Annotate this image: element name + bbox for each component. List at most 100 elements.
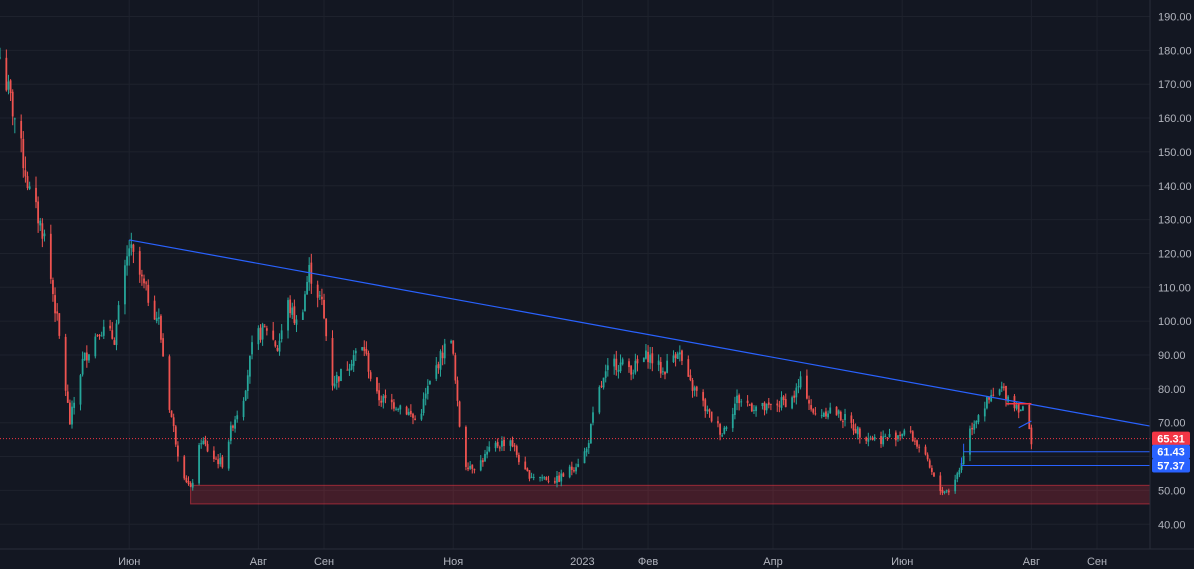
- price-axis: 40.0050.0060.0070.0080.0090.00100.00110.…: [1158, 12, 1192, 532]
- candle-body: [39, 220, 42, 226]
- candle-body: [37, 201, 40, 224]
- candle-body: [183, 456, 186, 479]
- candle-body: [390, 399, 393, 403]
- candle-body: [541, 477, 544, 479]
- candle-body: [613, 358, 616, 367]
- candle-body: [458, 401, 461, 427]
- candle-body: [532, 477, 535, 479]
- candle-body: [382, 396, 385, 403]
- time-tick-label: Сен: [1087, 556, 1107, 568]
- candle-body: [200, 443, 203, 445]
- candle-body: [704, 399, 707, 412]
- candle-body: [1028, 404, 1031, 429]
- grid-lines: [0, 0, 1150, 549]
- candle-body: [810, 405, 813, 410]
- candle-body: [733, 403, 736, 416]
- candle-body: [153, 300, 156, 320]
- candle-body: [452, 340, 455, 354]
- candle-body: [306, 281, 308, 295]
- candle-body: [916, 440, 918, 447]
- candle-body: [187, 481, 190, 484]
- candle-body: [943, 491, 946, 494]
- candle-body: [621, 359, 624, 365]
- candle-body: [651, 353, 654, 364]
- candle-body: [399, 405, 402, 410]
- candle-body: [867, 438, 870, 442]
- candle-body: [808, 400, 810, 404]
- candle-body: [52, 280, 54, 295]
- candle-body: [717, 421, 719, 424]
- candle-body: [975, 420, 978, 424]
- candle-body: [617, 369, 620, 373]
- time-axis: Июн Авг Сен Ноя 2023 Фев Апр Июн Авг Сен: [118, 556, 1107, 568]
- candle-body: [702, 392, 705, 401]
- candle-body: [361, 347, 364, 350]
- mini-trendline: [1018, 420, 1032, 429]
- candle-body: [865, 437, 868, 441]
- candle-body: [628, 361, 630, 368]
- candle-body: [471, 464, 474, 469]
- candle-body: [170, 410, 173, 418]
- candle-body: [636, 358, 639, 364]
- candle-body: [545, 477, 548, 481]
- candle-body: [276, 348, 279, 351]
- price-tick-label: 160.00: [1158, 113, 1192, 125]
- candle-body: [731, 414, 734, 429]
- price-tick-label: 100.00: [1158, 316, 1192, 328]
- candle-body: [58, 313, 61, 336]
- candle-body: [1002, 386, 1005, 388]
- candle-body: [219, 457, 222, 465]
- candle-body: [412, 413, 414, 418]
- candle-body: [450, 341, 453, 343]
- candle-body: [691, 380, 694, 391]
- level-price-tag-label: 57.37: [1157, 460, 1185, 472]
- candle-body: [695, 386, 698, 391]
- candle-body: [933, 472, 935, 477]
- candle-body: [465, 426, 467, 467]
- candle-body: [666, 360, 669, 373]
- candle-body: [511, 439, 514, 447]
- candle-body: [589, 423, 592, 444]
- candle-body: [753, 409, 755, 411]
- candle-body: [791, 397, 793, 409]
- price-tick-label: 130.00: [1158, 215, 1192, 227]
- time-tick-label: 2023: [570, 556, 594, 568]
- candle-body: [871, 437, 874, 441]
- candle-body: [530, 476, 533, 478]
- candle-body: [528, 470, 531, 479]
- price-tick-label: 70.00: [1158, 418, 1186, 430]
- candle-body: [280, 330, 283, 340]
- time-scale-panel[interactable]: [0, 549, 1194, 569]
- candle-body: [960, 463, 963, 471]
- candle-body: [439, 351, 442, 370]
- drawings-layer: [0, 239, 1151, 466]
- candle-body: [842, 421, 844, 423]
- candle-body: [647, 351, 649, 363]
- candle-body: [676, 353, 679, 359]
- candle-body: [132, 244, 135, 252]
- candle-body: [354, 350, 357, 354]
- candle-body: [340, 368, 342, 381]
- candle-body: [515, 446, 518, 455]
- candle-body: [657, 360, 660, 365]
- candle-body: [587, 443, 590, 448]
- candle-body: [992, 394, 995, 396]
- candle-body: [962, 456, 965, 465]
- candle-body: [242, 400, 245, 418]
- candle-body: [202, 440, 205, 444]
- candle-body: [174, 426, 177, 445]
- level-price-tag-label: 61.43: [1157, 447, 1185, 459]
- candle-body: [924, 446, 927, 455]
- candle-body: [191, 482, 194, 488]
- candle-body: [825, 411, 827, 417]
- candle-body: [888, 433, 891, 438]
- candle-body: [664, 371, 666, 375]
- candle-body: [481, 460, 484, 463]
- candle-body: [971, 427, 973, 430]
- candle-body: [1030, 427, 1033, 445]
- candle-body: [526, 468, 529, 471]
- candle-body: [761, 402, 764, 407]
